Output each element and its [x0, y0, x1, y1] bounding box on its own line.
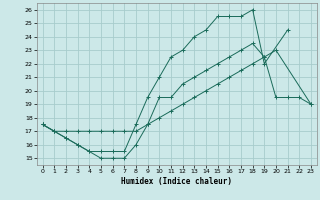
X-axis label: Humidex (Indice chaleur): Humidex (Indice chaleur) — [121, 177, 232, 186]
